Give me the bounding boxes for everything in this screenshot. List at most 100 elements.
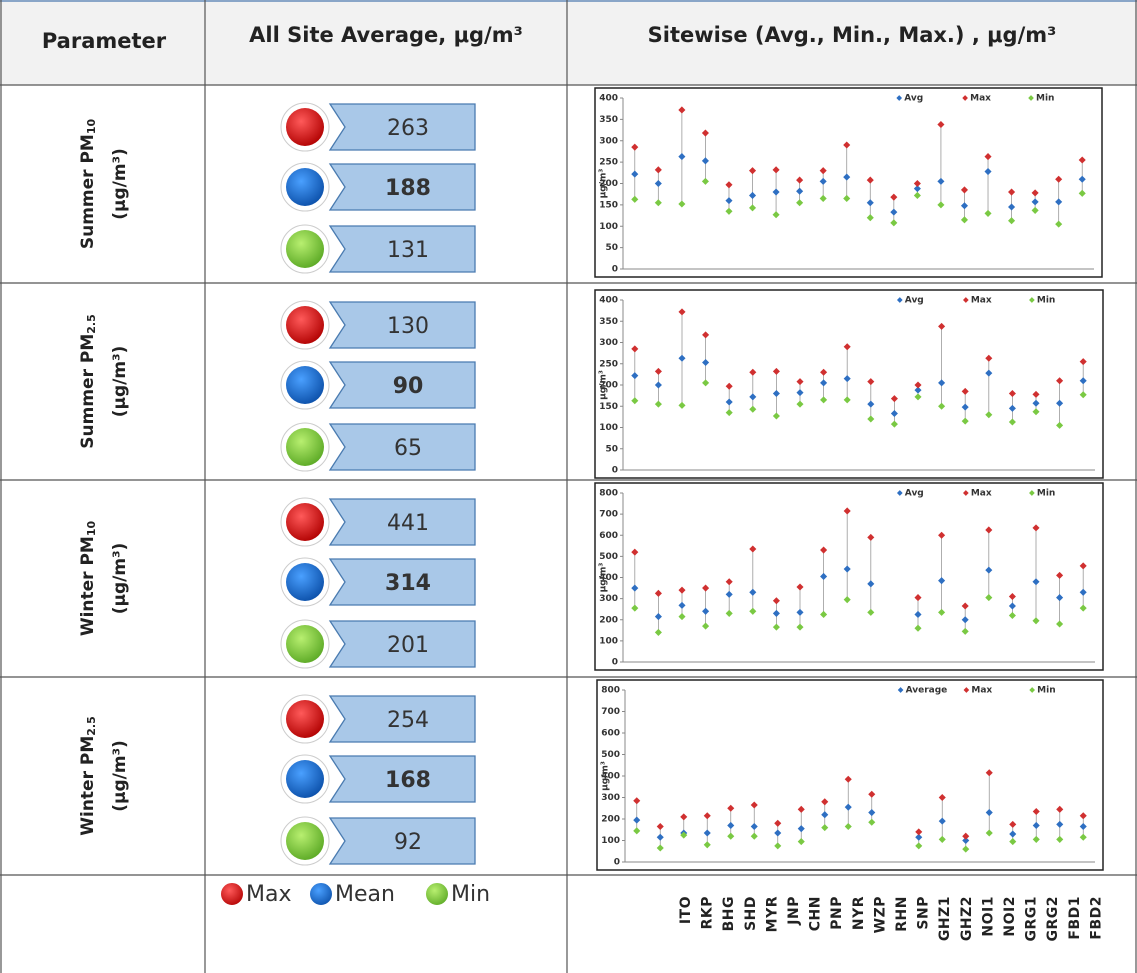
point (725, 409, 733, 417)
point (866, 199, 874, 207)
point (772, 597, 780, 605)
point (937, 120, 945, 129)
site-label: WZP (872, 896, 888, 933)
legend-swatch (896, 297, 903, 303)
point (1008, 217, 1016, 225)
legend-swatch (1029, 297, 1035, 303)
point (843, 596, 851, 604)
legend-swatch (896, 490, 903, 496)
y-tick-label: 300 (599, 594, 618, 604)
point (938, 577, 946, 585)
legend-marker (308, 881, 334, 907)
point (772, 623, 780, 631)
point (654, 179, 662, 188)
point (915, 842, 923, 850)
point (727, 821, 735, 829)
y-tick-label: 400 (601, 772, 620, 782)
row-label-sub: 2.5 (85, 716, 98, 736)
value-box (328, 755, 476, 803)
point (843, 173, 851, 181)
site-label: FBD2 (1088, 896, 1104, 940)
point (678, 401, 686, 409)
point (843, 375, 851, 383)
point (960, 202, 969, 210)
y-tick-label: 0 (612, 265, 618, 275)
y-tick-label: 800 (601, 686, 620, 696)
point (985, 809, 993, 817)
point (654, 613, 662, 621)
marker (286, 760, 324, 798)
point (843, 565, 851, 573)
point (985, 369, 993, 377)
y-axis-label: µg/m³ (599, 563, 609, 593)
point (702, 607, 710, 615)
point (820, 368, 828, 376)
point (890, 395, 898, 403)
point (914, 594, 922, 602)
point (772, 188, 780, 196)
average-value: 188 (385, 176, 431, 201)
value-box (328, 620, 476, 668)
point (890, 420, 898, 428)
point (985, 594, 993, 602)
value-box (328, 163, 476, 211)
y-tick-label: 500 (601, 750, 620, 760)
point (772, 609, 780, 617)
point (772, 367, 780, 375)
point (772, 166, 780, 174)
point (962, 832, 970, 840)
marker (286, 230, 324, 268)
row-label-sub: 10 (85, 520, 98, 536)
site-label: GHZ1 (937, 896, 953, 941)
point (654, 166, 662, 174)
average-value: 254 (387, 708, 429, 733)
point (984, 153, 992, 161)
point (702, 584, 710, 592)
legend-label: Max (246, 882, 291, 907)
point (774, 842, 782, 850)
row-label-text: Summer PM10 (78, 119, 98, 250)
point (725, 197, 733, 205)
site-label: BHG (721, 896, 737, 931)
point (961, 387, 969, 395)
point (960, 186, 969, 194)
point (961, 602, 969, 610)
point (844, 822, 852, 831)
legend-swatch (963, 297, 969, 303)
point (772, 211, 780, 219)
average-value: 90 (393, 374, 424, 399)
y-tick-label: 600 (599, 531, 618, 541)
row-label-name: Summer PM (78, 334, 98, 449)
legend-swatch (962, 95, 968, 101)
row-label: Summer PM2.5 (μg/m³) (78, 314, 130, 448)
point (772, 412, 780, 420)
row-label: Summer PM10 (μg/m³) (78, 119, 130, 250)
legend-swatch (1029, 687, 1035, 693)
point (1008, 592, 1016, 601)
y-tick-label: 100 (599, 636, 618, 646)
y-tick-label: 250 (599, 359, 618, 369)
point (868, 809, 876, 817)
point (820, 546, 828, 554)
average-value: 92 (394, 830, 422, 855)
point (656, 844, 664, 852)
point (797, 805, 805, 813)
point (914, 624, 922, 632)
point (866, 214, 874, 222)
row-label-name: Winter PM (78, 736, 98, 836)
point (868, 818, 876, 826)
point (1008, 611, 1016, 620)
y-axis-label: µg/m³ (599, 169, 609, 199)
point (678, 354, 686, 362)
y-tick-label: 300 (599, 338, 618, 348)
legend-swatch (1029, 490, 1035, 496)
point (867, 608, 875, 616)
point (656, 822, 664, 831)
point (631, 604, 639, 612)
row-label-sub: 10 (85, 119, 98, 135)
point (725, 398, 733, 406)
y-tick-label: 100 (601, 836, 620, 846)
chart-frame (594, 289, 1104, 479)
